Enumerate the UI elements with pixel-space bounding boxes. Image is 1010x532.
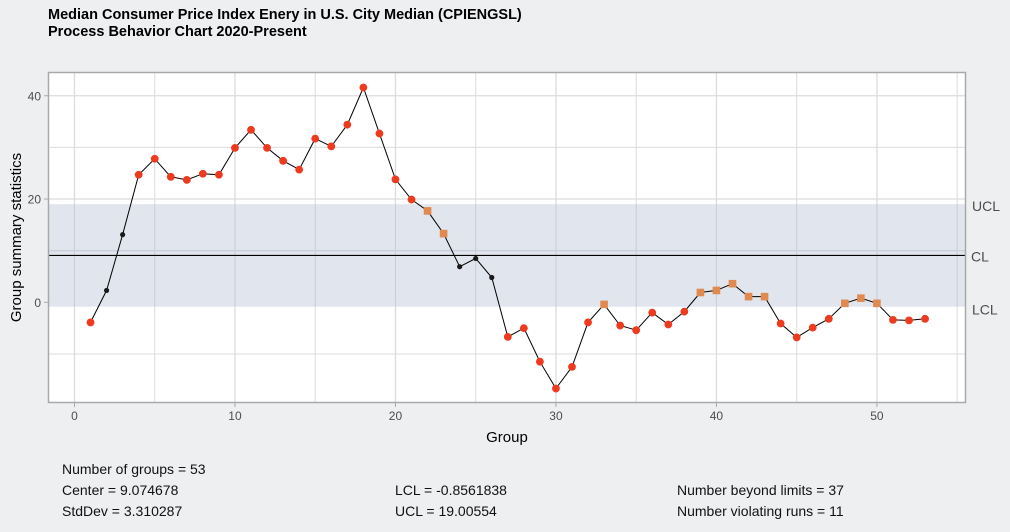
data-point-beyond-limits [375, 129, 384, 138]
ucl-label: UCL [972, 198, 1000, 214]
data-point-beyond-limits [584, 318, 592, 327]
data-point [457, 264, 463, 270]
x-axis-title: Group [486, 429, 528, 446]
data-point-run-violation [712, 286, 721, 295]
data-point-beyond-limits [648, 308, 657, 317]
data-point-beyond-limits [327, 142, 336, 151]
data-point-beyond-limits [198, 169, 207, 178]
data-point [489, 274, 495, 281]
data-point-run-violation [600, 300, 608, 309]
data-point-run-violation [744, 292, 753, 301]
stat-lcl: LCL = -0.8561838 [395, 482, 507, 498]
limit-labels: UCL CL LCL [971, 198, 1000, 318]
data-point-beyond-limits [391, 175, 400, 184]
cl-label: CL [971, 248, 989, 264]
data-point-run-violation [728, 279, 737, 288]
data-point [120, 232, 126, 238]
data-point-run-violation [873, 299, 881, 308]
data-point-beyond-limits [231, 144, 239, 152]
data-point-beyond-limits [536, 357, 544, 366]
data-point [103, 287, 110, 294]
data-point-beyond-limits [407, 195, 416, 204]
x-axis: 0 10 20 30 40 50 [71, 403, 884, 423]
x-tick-label: 20 [389, 409, 403, 423]
stat-center: Center = 9.074678 [62, 482, 179, 498]
data-point-beyond-limits [263, 144, 271, 152]
data-point-beyond-limits [182, 176, 191, 184]
data-point-beyond-limits [921, 314, 929, 323]
data-point-beyond-limits [279, 156, 288, 165]
y-axis-title: Group summary statistics [8, 153, 25, 322]
data-point-beyond-limits [808, 323, 817, 332]
y-tick-label: 40 [28, 89, 42, 103]
data-point-beyond-limits [824, 314, 833, 323]
data-point-beyond-limits [166, 172, 175, 181]
stats-column-2: LCL = -0.8561838 UCL = 19.00554 [395, 480, 507, 522]
data-point-beyond-limits [568, 362, 576, 371]
data-point-beyond-limits [295, 165, 304, 174]
data-point-run-violation [857, 294, 865, 302]
data-point-beyond-limits [134, 170, 143, 179]
data-point-beyond-limits [792, 333, 801, 342]
y-tick-label: 20 [28, 193, 42, 207]
data-point-beyond-limits [680, 307, 689, 316]
data-point-beyond-limits [519, 324, 528, 333]
data-point-beyond-limits [343, 120, 352, 129]
x-tick-label: 50 [870, 409, 884, 423]
data-point-beyond-limits [616, 321, 625, 330]
lcl-label: LCL [972, 302, 998, 318]
data-point-beyond-limits [632, 326, 641, 335]
process-behavior-chart: 0 10 20 30 40 50 0 20 40 UCL CL LCL Group Group… [8, 71, 1000, 446]
stat-stddev: StdDev = 3.310287 [62, 503, 183, 519]
stats-column-3: Number beyond limits = 37 Number violati… [677, 480, 844, 522]
stat-beyond-limits: Number beyond limits = 37 [677, 482, 844, 498]
chart-title-line-2: Process Behavior Chart 2020-Present [48, 24, 307, 40]
data-point-run-violation [439, 229, 448, 238]
plot-panel-border [47, 71, 967, 404]
chart-title: Median Consumer Price Index Enery in U.S… [48, 7, 522, 41]
data-point-beyond-limits [889, 315, 897, 324]
data-point-beyond-limits [905, 316, 913, 325]
stat-violating-runs: Number violating runs = 11 [677, 503, 844, 519]
data-point-beyond-limits [150, 154, 159, 163]
data-point [473, 255, 479, 262]
stat-ucl: UCL = 19.00554 [395, 503, 497, 519]
chart-title-line-1: Median Consumer Price Index Enery in U.S… [48, 7, 522, 23]
x-tick-label: 30 [549, 409, 563, 423]
data-point-beyond-limits [247, 125, 255, 134]
y-tick-label: 0 [34, 296, 41, 310]
data-point-run-violation [423, 207, 432, 215]
control-limits-band [48, 204, 966, 307]
stat-number-of-groups: Number of groups = 53 [62, 461, 206, 477]
data-point-beyond-limits [215, 170, 223, 179]
stats-column-1: Number of groups = 53 Center = 9.074678 … [62, 459, 206, 522]
data-point-run-violation [841, 299, 849, 308]
data-point-beyond-limits [776, 319, 785, 328]
x-tick-label: 40 [710, 409, 724, 423]
data-point-beyond-limits [359, 83, 368, 92]
data-point-run-violation [760, 292, 769, 301]
x-tick-label: 10 [228, 409, 242, 423]
data-point-beyond-limits [86, 318, 95, 327]
data-point-beyond-limits [664, 320, 673, 329]
data-point-run-violation [696, 288, 705, 297]
data-point-beyond-limits [503, 333, 512, 341]
x-tick-label: 0 [71, 409, 78, 423]
data-point-beyond-limits [311, 134, 320, 143]
y-axis: 0 20 40 [28, 89, 48, 310]
data-point-beyond-limits [552, 384, 560, 393]
series-points-layer [86, 83, 929, 393]
